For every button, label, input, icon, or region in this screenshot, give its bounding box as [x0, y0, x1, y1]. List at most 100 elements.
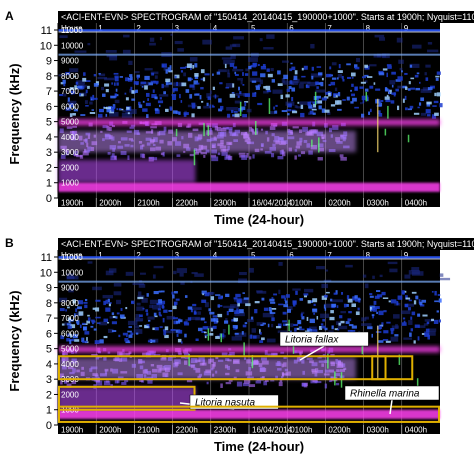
hour-label: 1 — [98, 24, 103, 33]
x-axis-title: Time (24-hour) — [214, 439, 304, 454]
hz-label: 9000 — [61, 284, 79, 293]
y-axis-title: Frequency (kHz) — [7, 63, 22, 164]
hour-label: 2 — [136, 24, 141, 33]
annotation-label: Litoria nasuta — [195, 398, 255, 409]
time-label: 1900h — [61, 199, 83, 208]
hour-label: 3 — [175, 24, 180, 33]
y-tick-label: 5 — [46, 344, 52, 356]
y-axis-title: Frequency (kHz) — [7, 290, 22, 391]
y-tick-label: 3 — [46, 147, 52, 159]
hour-label: 7 — [327, 24, 332, 33]
annotation-label-box — [344, 385, 440, 401]
y-tick-label: 6 — [46, 101, 52, 113]
hour-label: Hours — [61, 251, 82, 260]
hz-label: 2000 — [61, 163, 79, 172]
spectral-texture — [58, 29, 443, 192]
hour-label: 9 — [404, 24, 409, 33]
time-label: 2000h — [99, 426, 121, 435]
hour-label: 3 — [175, 251, 180, 260]
y-tick-label: 6 — [46, 328, 52, 340]
y-tick-label: 10 — [40, 267, 52, 279]
y-tick-label: 8 — [46, 298, 52, 310]
time-label: 0100h — [290, 199, 312, 208]
hour-label: 5 — [251, 251, 256, 260]
y-tick-label: 9 — [46, 56, 52, 68]
y-tick-label: 7 — [46, 313, 52, 325]
hz-label: 10000 — [61, 268, 84, 277]
y-tick-label: 2 — [46, 162, 52, 174]
panel-label: A — [5, 9, 14, 23]
annotation-label: Litoria fallax — [285, 335, 339, 346]
hour-label: 4 — [213, 24, 218, 33]
y-tick-label: 7 — [46, 86, 52, 98]
time-label: 2300h — [214, 199, 236, 208]
time-label: 2300h — [214, 426, 236, 435]
y-tick-label: 4 — [46, 359, 52, 371]
hz-label: 5000 — [61, 118, 79, 127]
y-tick-label: 9 — [46, 283, 52, 295]
hz-label: 2000 — [61, 390, 79, 399]
hour-label: 7 — [327, 251, 332, 260]
y-tick-label: 3 — [46, 374, 52, 386]
hour-label: 1 — [98, 251, 103, 260]
time-label: 2100h — [137, 426, 159, 435]
time-label: 0400h — [405, 199, 427, 208]
time-label: 2200h — [176, 426, 198, 435]
hour-label: Hours — [61, 24, 82, 33]
y-tick-label: 0 — [46, 193, 52, 205]
hz-label: 8000 — [61, 72, 79, 81]
hz-label: 7000 — [61, 314, 79, 323]
panel-b: B <ACI-ENT-EVN> SPECTROGRAM of "150414_20… — [5, 236, 474, 454]
hz-label: 7000 — [61, 87, 79, 96]
hz-label: 3000 — [61, 148, 79, 157]
panel-label: B — [5, 236, 14, 250]
annotation-box — [371, 355, 387, 381]
spectrogram-header-bar — [58, 238, 474, 250]
y-tick-label: 11 — [41, 252, 52, 264]
time-label: 2100h — [137, 199, 159, 208]
hz-label: 5000 — [61, 345, 79, 354]
panel-a: A <ACI-ENT-EVN> SPECTROGRAM of "150414_20… — [5, 9, 474, 227]
x-axis-title: Time (24-hour) — [214, 212, 304, 227]
y-tick-label: 4 — [46, 132, 52, 144]
hour-label: 5 — [251, 24, 256, 33]
hz-label: 11000 — [61, 253, 83, 262]
hour-label: 4 — [213, 251, 218, 260]
annotation-label-box — [279, 331, 369, 347]
spectrogram-header: <ACI-ENT-EVN> SPECTROGRAM of "150414_201… — [61, 12, 474, 22]
spectrogram-header-bar — [58, 11, 474, 23]
time-label: 2200h — [176, 199, 198, 208]
hz-label: 6000 — [61, 102, 79, 111]
hour-label: 6 — [289, 24, 294, 33]
y-tick-label: 1 — [46, 178, 52, 190]
y-tick-label: 2 — [46, 389, 52, 401]
time-label: 2000h — [99, 199, 121, 208]
annotation-box — [58, 405, 440, 423]
time-label: 1900h — [61, 426, 83, 435]
hz-label: 4000 — [61, 133, 79, 142]
annotation-arrow — [389, 399, 393, 415]
hz-label: 1000 — [61, 179, 79, 188]
hour-label: 6 — [289, 251, 294, 260]
hour-label: 9 — [404, 251, 409, 260]
annotation-label-box — [189, 394, 279, 410]
time-label: 0300h — [367, 426, 389, 435]
time-label: 16/04/2014 — [252, 199, 293, 208]
time-label: 0100h — [290, 426, 312, 435]
time-label: 16/04/2014 — [252, 426, 293, 435]
y-tick-label: 1 — [46, 405, 52, 417]
annotation-box — [58, 355, 414, 381]
y-tick-label: 10 — [40, 40, 52, 52]
y-tick-label: 8 — [46, 71, 52, 83]
hz-label: 11000 — [61, 26, 83, 35]
hour-label: 2 — [136, 251, 141, 260]
hz-label: 6000 — [61, 329, 79, 338]
hz-label: 10000 — [61, 41, 84, 50]
y-tick-label: 11 — [41, 25, 52, 37]
time-label: 0300h — [367, 199, 389, 208]
spectrogram-header: <ACI-ENT-EVN> SPECTROGRAM of "150414_201… — [61, 239, 474, 249]
annotation-arrow — [299, 345, 325, 361]
y-tick-label: 5 — [46, 117, 52, 129]
time-label: 0200h — [328, 426, 350, 435]
hz-label: 4000 — [61, 360, 79, 369]
